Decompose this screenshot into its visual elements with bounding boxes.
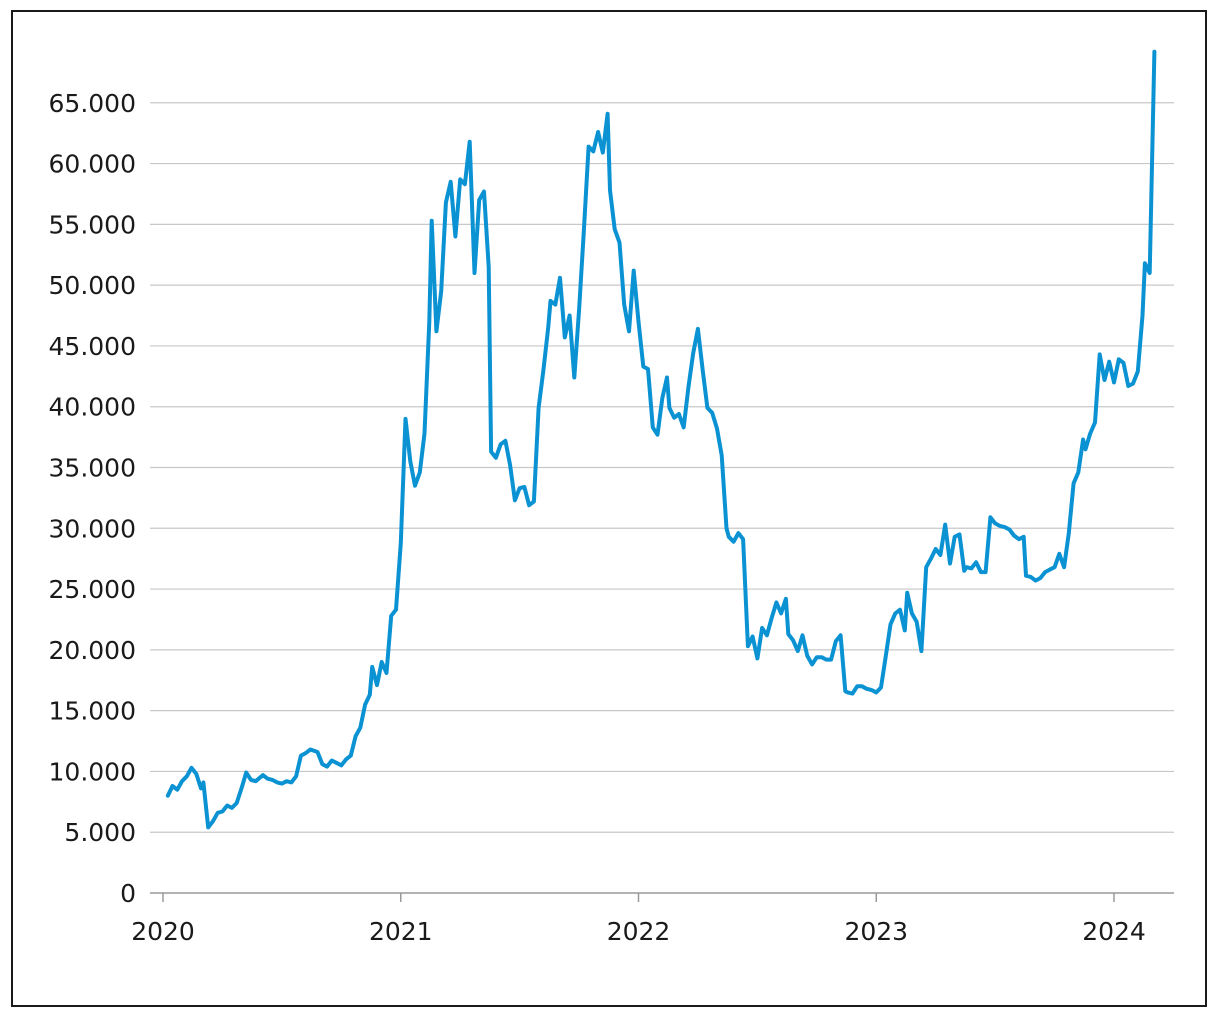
x-tick-label: 2020 <box>131 917 195 946</box>
x-tick-label: 2021 <box>369 917 433 946</box>
y-tick-label: 0 <box>120 879 136 908</box>
y-tick-label: 35.000 <box>49 454 136 483</box>
y-tick-label: 60.000 <box>49 150 136 179</box>
series-line <box>165 49 1157 830</box>
y-tick-label: 5.000 <box>64 818 136 847</box>
x-tick-label: 2022 <box>607 917 671 946</box>
y-tick-label: 30.000 <box>49 514 136 543</box>
y-tick-label: 10.000 <box>49 757 136 786</box>
y-tick-label: 50.000 <box>49 271 136 300</box>
x-axis-tick-labels: 2020 2021 2022 2023 2024 <box>131 917 1146 946</box>
x-tick-label: 2024 <box>1082 917 1146 946</box>
x-axis <box>150 892 1174 902</box>
x-tick-label: 2023 <box>844 917 908 946</box>
y-axis-tick-labels: 0 5.000 10.000 15.000 20.000 25.000 30.000 35.0… <box>49 89 136 908</box>
y-tick-label: 40.000 <box>49 393 136 422</box>
y-tick-label: 55.000 <box>49 210 136 239</box>
y-tick-label: 15.000 <box>49 697 136 726</box>
y-tick-label: 45.000 <box>49 332 136 361</box>
y-tick-label: 65.000 <box>49 89 136 118</box>
y-tick-label: 20.000 <box>49 636 136 665</box>
y-tick-label: 25.000 <box>49 575 136 604</box>
series-layer <box>165 49 1157 830</box>
gridlines <box>150 102 1174 833</box>
